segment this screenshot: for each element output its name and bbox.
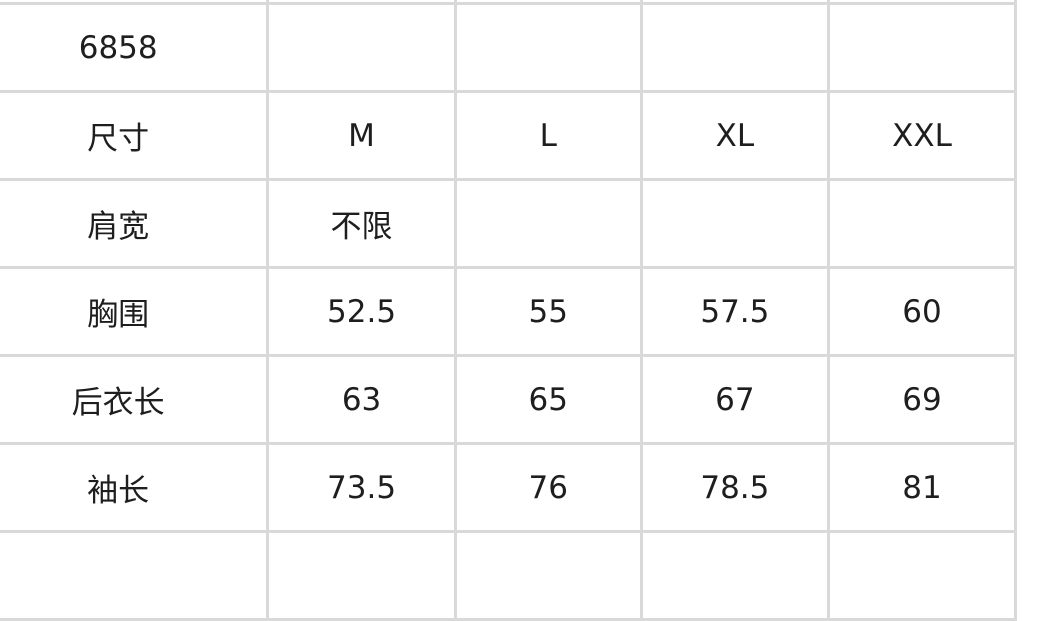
table-row: 尺寸 M L XL XXL (0, 90, 1017, 181)
value-cell (266, 2, 457, 93)
value-cell: XL (639, 90, 831, 181)
value-cell: 69 (827, 354, 1017, 445)
row-label-cell: 6858 (0, 2, 270, 93)
value-cell: 55 (453, 266, 643, 357)
value-cell: 73.5 (266, 442, 457, 533)
value-cell: 76 (453, 442, 643, 533)
row-label-cell: 肩宽 (0, 178, 270, 269)
row-label-cell: 袖长 (0, 442, 270, 533)
value-cell: 57.5 (639, 266, 831, 357)
value-cell (639, 178, 831, 269)
row-label-cell: 尺寸 (0, 90, 270, 181)
value-cell (453, 178, 643, 269)
row-label-cell: 后衣长 (0, 354, 270, 445)
value-cell: 81 (827, 442, 1017, 533)
value-cell (827, 2, 1017, 93)
table-row: 肩宽 不限 (0, 178, 1017, 269)
table-row: 胸围 52.5 55 57.5 60 (0, 266, 1017, 357)
value-cell: 67 (639, 354, 831, 445)
value-cell: M (266, 90, 457, 181)
value-cell: 60 (827, 266, 1017, 357)
value-cell: 78.5 (639, 442, 831, 533)
value-cell: 65 (453, 354, 643, 445)
value-cell: 52.5 (266, 266, 457, 357)
value-cell: L (453, 90, 643, 181)
table-row-partial-top (0, 0, 1017, 5)
value-cell (639, 2, 831, 93)
value-cell: XXL (827, 90, 1017, 181)
value-cell: 不限 (266, 178, 457, 269)
value-cell (827, 178, 1017, 269)
table-row: 6858 (0, 2, 1017, 93)
table-row: 后衣长 63 65 67 69 (0, 354, 1017, 445)
value-cell (453, 2, 643, 93)
size-chart-table: 6858 尺寸 M L XL XXL 肩宽 不限 胸围 52.5 55 57.5 60 后衣长 63 65 67… (0, 0, 1017, 621)
table-row-partial-bottom (0, 530, 1017, 621)
row-label-cell: 胸围 (0, 266, 270, 357)
value-cell: 63 (266, 354, 457, 445)
table-row: 袖长 73.5 76 78.5 81 (0, 442, 1017, 533)
